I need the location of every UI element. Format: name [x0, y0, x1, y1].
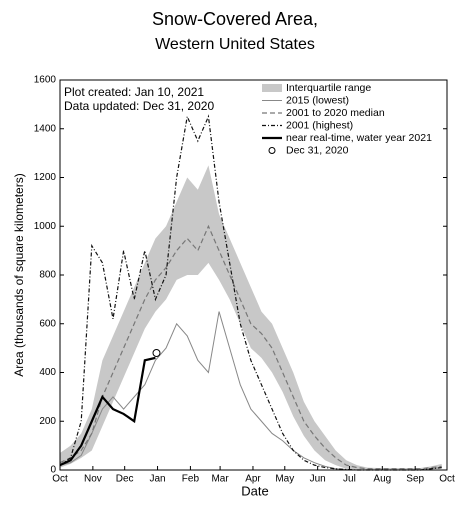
series-line [59, 356, 156, 467]
legend-label: 2001 to 2020 median [286, 107, 385, 119]
x-tick-label: Dec [116, 474, 134, 485]
latest-marker [152, 349, 161, 357]
y-tick-label: 1200 [34, 172, 57, 183]
x-tick-label: Jun [310, 474, 326, 485]
y-tick-label: 1400 [34, 123, 57, 134]
x-tick-label: Oct [52, 474, 68, 485]
x-tick-label: Oct [439, 474, 455, 485]
y-tick-label: 800 [39, 270, 56, 281]
legend-label: near real-time, water year 2021 [286, 132, 432, 144]
x-tick-label: May [275, 474, 294, 485]
legend-label: Dec 31, 2020 [286, 144, 349, 156]
legend-swatch [262, 84, 282, 92]
annotation: Data updated: Dec 31, 2020 [64, 99, 214, 113]
legend-label: 2001 (highest) [286, 119, 353, 131]
x-tick-label: Sep [406, 474, 424, 485]
legend-swatch [268, 147, 276, 154]
y-tick-label: 0 [50, 465, 56, 476]
x-tick-label: Nov [84, 474, 102, 485]
chart-subtitle: Western United States [155, 36, 315, 53]
chart-title: Snow-Covered Area, [152, 9, 318, 29]
y-tick-label: 200 [39, 416, 56, 427]
series-line [59, 224, 442, 470]
annotation: Plot created: Jan 10, 2021 [64, 85, 204, 99]
iqr-band [60, 165, 442, 470]
x-tick-label: Jan [149, 474, 165, 485]
x-tick-label: Feb [182, 474, 200, 485]
y-tick-label: 1000 [34, 221, 57, 232]
legend-label: Interquartile range [286, 82, 371, 94]
legend-label: 2015 (lowest) [286, 94, 349, 106]
y-tick-label: 400 [39, 367, 56, 378]
x-tick-label: Mar [211, 474, 229, 485]
x-tick-label: Aug [373, 474, 391, 485]
y-axis-label: Area (thousands of square kilometers) [12, 173, 26, 376]
x-tick-label: Jul [343, 474, 356, 485]
y-tick-label: 1600 [34, 75, 57, 86]
x-tick-label: Apr [245, 474, 261, 485]
y-tick-label: 600 [39, 318, 56, 329]
x-axis-label: Date [241, 483, 268, 498]
